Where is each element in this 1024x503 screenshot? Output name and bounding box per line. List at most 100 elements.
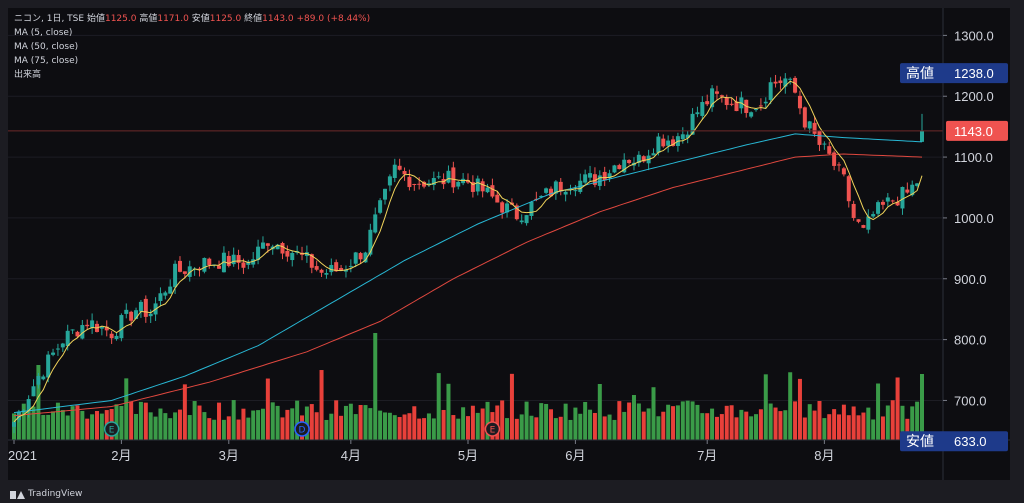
volume-bar [802, 417, 807, 440]
volume-bar [392, 415, 397, 440]
candle [705, 94, 710, 107]
volume-bar [339, 415, 344, 440]
candle [202, 257, 207, 274]
event-marker: E [484, 421, 501, 437]
candle-body [837, 164, 842, 166]
legend-ma50[interactable]: MA (50, close) [14, 42, 79, 52]
legend-ma75[interactable]: MA (75, close) [14, 56, 79, 66]
candle-body [407, 176, 412, 188]
candle [260, 236, 265, 249]
candle-body [900, 186, 905, 209]
candle-body [920, 130, 924, 142]
candle [583, 169, 588, 185]
volume-bar [666, 404, 671, 440]
volume-bar [812, 410, 817, 440]
volume-bar [182, 384, 187, 440]
volume-bar [729, 405, 734, 440]
candle-body [353, 252, 358, 264]
candle [890, 199, 895, 204]
candle-body [636, 154, 641, 163]
candle [402, 167, 407, 181]
volume-bar [383, 412, 388, 440]
legend-volume[interactable]: 出来高 [14, 70, 42, 80]
candle [846, 175, 851, 208]
price-tick-label: 800.0 [954, 333, 987, 348]
candle-body [285, 250, 290, 257]
volume-bar [817, 400, 822, 440]
candle-body [671, 139, 676, 146]
candle [431, 171, 436, 191]
volume-bar [788, 372, 793, 440]
volume-bar [514, 418, 519, 440]
candle-body [524, 215, 529, 224]
price-tick-label: 1000.0 [954, 211, 994, 226]
candle [685, 131, 690, 144]
tradingview-label: TradingView [28, 489, 83, 499]
candle [85, 319, 90, 330]
candle [90, 313, 95, 334]
volume-bar [920, 374, 924, 440]
ma75-line [13, 153, 923, 417]
candle [905, 182, 910, 194]
candle [363, 251, 368, 263]
high-price-badge-label: 高値 [906, 65, 934, 82]
volume-bar [246, 417, 251, 440]
candle [871, 211, 876, 218]
candle-body [226, 255, 231, 266]
candle-body [749, 112, 754, 117]
time-tick-label: 2021 [8, 448, 37, 463]
candle [544, 187, 549, 195]
candle-body [241, 262, 246, 268]
legend-high: 1171.0 [157, 14, 189, 24]
volume-bar [378, 410, 383, 440]
volume-bar [280, 417, 285, 440]
candle [387, 174, 392, 192]
candle [466, 173, 470, 184]
candle [724, 94, 729, 110]
candle [319, 268, 324, 277]
candle [617, 163, 622, 170]
volume-bar [295, 400, 300, 440]
volume-bar [319, 370, 324, 440]
candle-body [207, 258, 212, 266]
volume-bar [822, 418, 827, 440]
plot-area[interactable] [8, 8, 1010, 480]
candle [866, 209, 871, 234]
volume-bar [343, 405, 348, 440]
time-tick-label: 8月 [814, 448, 834, 463]
volume-bar [656, 416, 661, 440]
volume-bar [431, 418, 436, 440]
volume-bar [832, 409, 837, 440]
volume-bar [578, 413, 583, 440]
volume-bar [563, 403, 568, 440]
candle [817, 130, 822, 151]
candle-body [612, 165, 617, 173]
legend-high-label: 高値 [139, 14, 158, 24]
last-price-badge: 1143.0 [946, 120, 1008, 141]
volume-bar [446, 383, 451, 440]
candle [163, 290, 168, 300]
candle [827, 141, 832, 155]
volume-bar [641, 411, 646, 440]
volume-bar [256, 410, 261, 440]
candle-body [895, 201, 900, 206]
candle-body [783, 78, 788, 87]
candle-body [763, 101, 768, 104]
candle-body [221, 252, 226, 273]
chart-legend: ニコン, 1日, TSE 始値1125.0 高値1171.0 安値1125.0 … [14, 12, 370, 82]
price-tick-label: 1200.0 [954, 89, 994, 104]
candle [339, 264, 344, 271]
candle [251, 252, 256, 268]
candle-body [436, 176, 441, 178]
candle [270, 244, 275, 255]
volume-bar [251, 410, 256, 440]
candle-body [158, 293, 163, 301]
candle [832, 150, 837, 171]
candle [470, 175, 475, 198]
tradingview-branding[interactable]: TradingView [10, 489, 82, 499]
volume-bar [31, 406, 36, 440]
volume-bar [719, 414, 724, 440]
legend-ma5[interactable]: MA (5, close) [14, 28, 73, 38]
volume-bar [192, 401, 197, 440]
